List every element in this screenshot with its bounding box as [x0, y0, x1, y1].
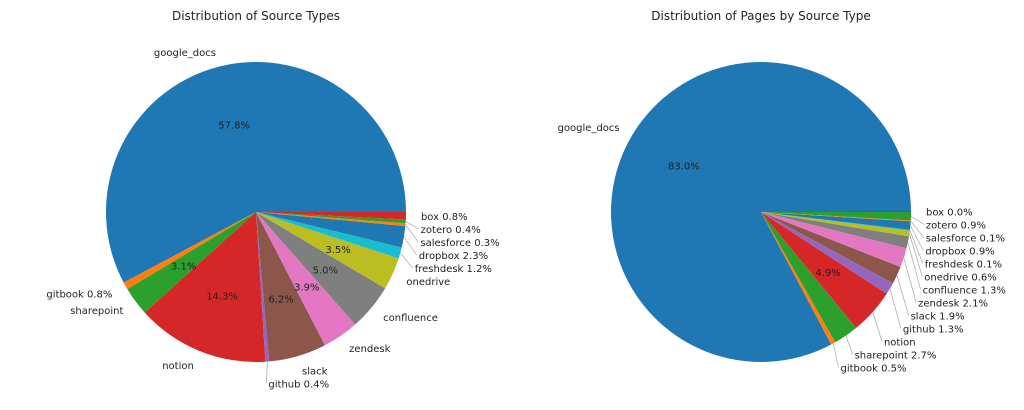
pie-slice-box [256, 212, 406, 220]
label-leader-line [403, 236, 417, 256]
slice-label: zotero 0.9% [926, 220, 986, 231]
slice-label: salesforce 0.3% [420, 238, 499, 249]
slice-percent-label: 57.8% [218, 121, 250, 132]
pie-slice-box [761, 211, 911, 212]
label-leader-line [910, 225, 924, 251]
pie-slice-zendesk [761, 212, 907, 268]
slice-label: zendesk [349, 344, 390, 355]
chart-title: Distribution of Source Types [172, 9, 340, 23]
pie-slice-onedrive [761, 212, 910, 237]
label-leader-line [903, 257, 917, 303]
slice-label: zotero 0.4% [421, 225, 481, 236]
slice-percent-label: 3.9% [294, 282, 319, 293]
pie-slice-sharepoint [761, 212, 857, 343]
pie-slice-freshdesk [256, 212, 402, 259]
source-types-pie: Distribution of Source Types 57.8% 3.1% 14… [46, 9, 499, 390]
label-leader-line [845, 335, 853, 355]
slice-label: sharepoint 2.7% [855, 350, 937, 361]
pie-slice-gitbook [761, 212, 836, 345]
slice-label: notion [884, 337, 916, 348]
chart-title: Distribution of Pages by Source Type [651, 9, 870, 23]
slice-percent-label: 6.2% [268, 294, 293, 305]
pie-slice-zotero [256, 212, 406, 224]
slice-label: sharepoint [70, 306, 123, 317]
slice-percent-label: 83.0% [668, 162, 700, 173]
slice-percent-label: 4.9% [815, 268, 840, 279]
slice-label: slack [302, 366, 328, 377]
pie-slice-zotero [761, 212, 911, 221]
pie-slice-freshdesk [761, 212, 910, 231]
label-leader-line [910, 220, 924, 238]
slice-label: gitbook 0.5% [840, 363, 906, 374]
pie-slice-dropbox [256, 212, 406, 248]
slice-percent-label: 14.3% [206, 291, 238, 302]
pie-slice-salesforce [256, 212, 406, 227]
pie-slice-notion [144, 212, 266, 363]
pie-slice-gitbook [123, 212, 257, 290]
pie-slice-notion [761, 212, 887, 328]
slice-label: confluence 1.3% [923, 285, 1006, 296]
slice-label: notion [162, 361, 194, 372]
pie-slice-confluence [256, 212, 386, 325]
label-leader-line [889, 288, 902, 329]
label-leader-line [400, 252, 413, 269]
label-leader-line [872, 311, 883, 342]
label-leader-line [405, 224, 419, 243]
pie-slice-onedrive [256, 212, 399, 289]
slice-label: google_docs [558, 123, 620, 134]
pie-slice-github [256, 212, 270, 362]
slice-label: box 0.0% [926, 207, 973, 218]
pie-slice-google-docs [610, 62, 911, 363]
slice-label: onedrive 0.6% [924, 272, 997, 283]
label-leader-line [909, 233, 923, 277]
slice-label: github 1.3% [903, 324, 964, 335]
pie-slice-google-docs [106, 62, 407, 283]
slice-label: github 0.4% [268, 379, 329, 390]
slice-label: dropbox 0.9% [925, 246, 994, 257]
slice-percent-label: 5.0% [313, 265, 338, 276]
pie-slice-zendesk [256, 212, 356, 346]
slice-percent-label: 3.5% [325, 245, 350, 256]
slice-label: box 0.8% [421, 212, 468, 223]
slice-label: confluence [383, 313, 438, 324]
slice-percent-label: 3.1% [171, 262, 196, 273]
pie-slice-salesforce [761, 212, 911, 222]
pie-slice-slack [256, 212, 325, 362]
pie-slice-confluence [761, 212, 910, 249]
pie-slice-dropbox [761, 212, 911, 230]
slice-label: zendesk 2.1% [918, 298, 988, 309]
pages-by-source-pie: Distribution of Pages by Source Type 83.… [558, 9, 1006, 374]
pie-slice-github [761, 212, 894, 294]
label-leader-line [907, 242, 921, 290]
slice-label: freshdesk 0.1% [925, 259, 1002, 270]
label-leader-line [832, 343, 839, 368]
label-leader-line [405, 221, 419, 230]
slice-label: gitbook 0.8% [46, 289, 112, 300]
pie-slice-sharepoint [127, 212, 256, 313]
slice-label: salesforce 0.1% [926, 233, 1005, 244]
label-leader-line [266, 361, 268, 384]
label-leader-line [896, 275, 909, 316]
slice-label: onedrive [406, 277, 450, 288]
slice-label: freshdesk 1.2% [415, 264, 492, 275]
label-leader-line [909, 230, 924, 264]
label-leader-line [910, 215, 925, 225]
pie-slice-slack [761, 212, 901, 284]
slice-label: google_docs [154, 48, 216, 59]
slice-label: slack 1.9% [911, 311, 965, 322]
slice-label: dropbox 2.3% [419, 251, 488, 262]
